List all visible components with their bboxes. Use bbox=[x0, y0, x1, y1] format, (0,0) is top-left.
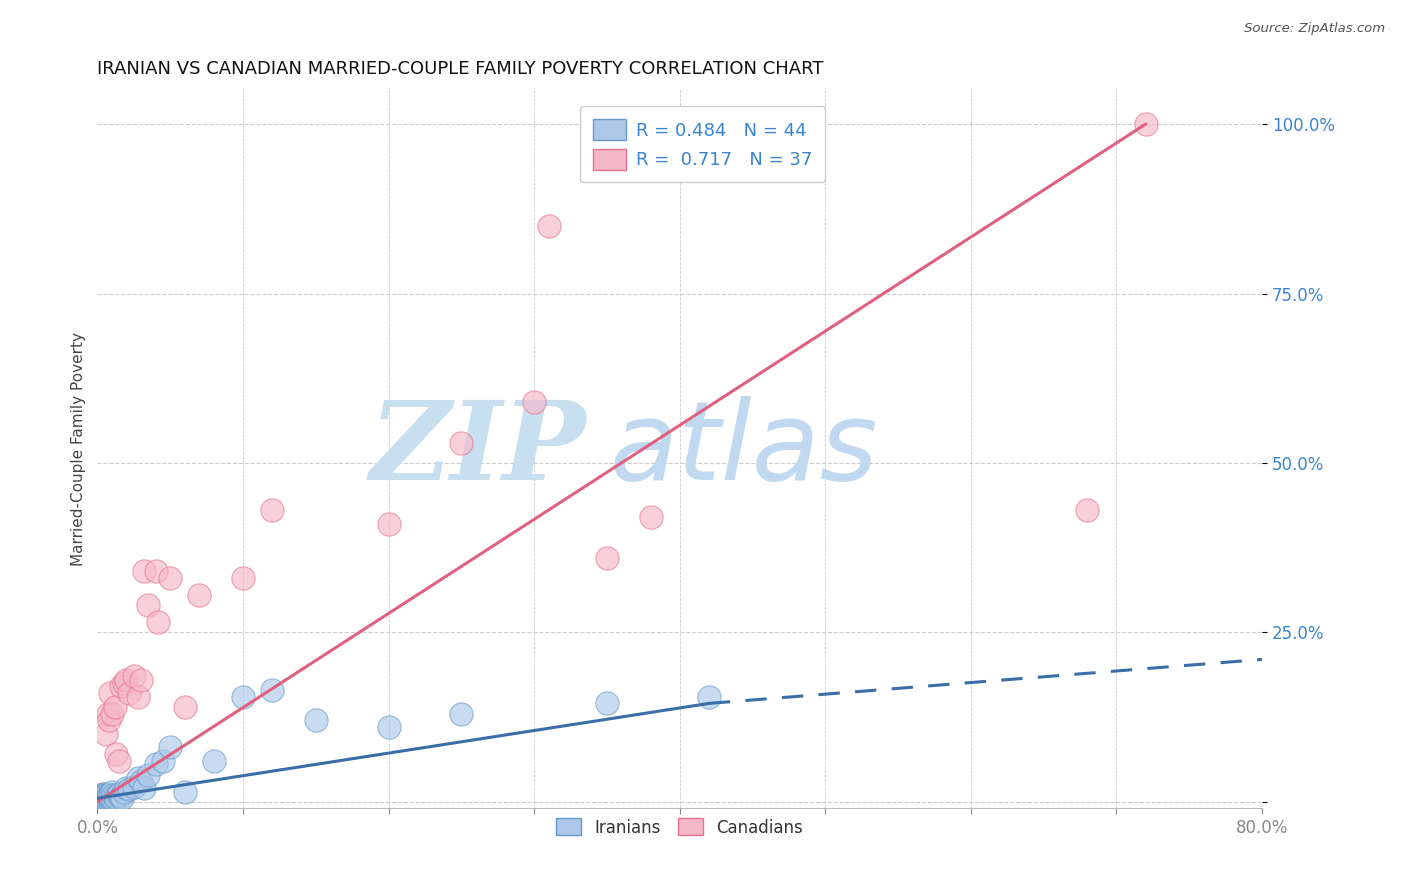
Point bbox=[101, 706, 124, 721]
Point bbox=[104, 789, 127, 804]
Point bbox=[90, 789, 112, 804]
Point bbox=[136, 598, 159, 612]
Point bbox=[173, 784, 195, 798]
Point bbox=[173, 699, 195, 714]
Point bbox=[377, 516, 399, 531]
Point bbox=[148, 615, 170, 629]
Point bbox=[596, 697, 619, 711]
Point bbox=[100, 788, 122, 802]
Point bbox=[105, 747, 128, 762]
Point bbox=[100, 686, 122, 700]
Point bbox=[596, 550, 619, 565]
Point bbox=[110, 789, 132, 804]
Point bbox=[152, 754, 174, 768]
Point bbox=[232, 571, 254, 585]
Point bbox=[260, 682, 283, 697]
Point bbox=[640, 510, 662, 524]
Point bbox=[100, 791, 122, 805]
Point bbox=[129, 774, 152, 789]
Point bbox=[122, 780, 145, 794]
Point bbox=[90, 791, 112, 805]
Point bbox=[98, 714, 121, 728]
Point bbox=[127, 771, 149, 785]
Point bbox=[145, 564, 167, 578]
Point bbox=[90, 788, 112, 802]
Point bbox=[523, 395, 546, 409]
Point bbox=[122, 669, 145, 683]
Text: ZIP: ZIP bbox=[370, 396, 586, 503]
Y-axis label: Married-Couple Family Poverty: Married-Couple Family Poverty bbox=[72, 333, 86, 566]
Point bbox=[118, 686, 141, 700]
Point bbox=[105, 791, 128, 805]
Point bbox=[93, 789, 115, 804]
Point bbox=[132, 781, 155, 796]
Text: Source: ZipAtlas.com: Source: ZipAtlas.com bbox=[1244, 22, 1385, 36]
Point bbox=[112, 784, 135, 798]
Point bbox=[188, 588, 211, 602]
Point bbox=[127, 690, 149, 704]
Point bbox=[93, 787, 115, 801]
Point bbox=[94, 727, 117, 741]
Point bbox=[101, 784, 124, 798]
Point bbox=[537, 219, 560, 233]
Point bbox=[202, 754, 225, 768]
Point bbox=[450, 435, 472, 450]
Point bbox=[115, 781, 138, 796]
Point bbox=[136, 767, 159, 781]
Point bbox=[96, 788, 118, 802]
Point bbox=[159, 571, 181, 585]
Point bbox=[115, 673, 138, 687]
Point bbox=[89, 791, 111, 805]
Point bbox=[1076, 503, 1098, 517]
Point bbox=[103, 788, 125, 802]
Point bbox=[101, 791, 124, 805]
Point bbox=[260, 503, 283, 517]
Point bbox=[118, 782, 141, 797]
Point bbox=[87, 791, 110, 805]
Point bbox=[132, 564, 155, 578]
Point bbox=[108, 754, 131, 768]
Point bbox=[93, 789, 115, 804]
Point bbox=[96, 791, 118, 805]
Point bbox=[87, 791, 110, 805]
Point bbox=[111, 791, 134, 805]
Point bbox=[96, 706, 118, 721]
Point bbox=[94, 791, 117, 805]
Point bbox=[89, 788, 111, 802]
Point bbox=[91, 791, 114, 805]
Point bbox=[305, 714, 328, 728]
Point bbox=[159, 740, 181, 755]
Point bbox=[1135, 117, 1157, 131]
Point bbox=[94, 788, 117, 802]
Point bbox=[110, 680, 132, 694]
Legend: Iranians, Canadians: Iranians, Canadians bbox=[550, 812, 810, 843]
Point bbox=[108, 787, 131, 801]
Point bbox=[450, 706, 472, 721]
Point bbox=[232, 690, 254, 704]
Point bbox=[89, 789, 111, 804]
Text: atlas: atlas bbox=[610, 396, 879, 503]
Point bbox=[107, 788, 129, 802]
Point bbox=[377, 720, 399, 734]
Point bbox=[697, 690, 720, 704]
Point bbox=[98, 789, 121, 804]
Point bbox=[112, 676, 135, 690]
Point bbox=[129, 673, 152, 687]
Text: IRANIAN VS CANADIAN MARRIED-COUPLE FAMILY POVERTY CORRELATION CHART: IRANIAN VS CANADIAN MARRIED-COUPLE FAMIL… bbox=[97, 60, 824, 78]
Point bbox=[91, 787, 114, 801]
Point bbox=[145, 757, 167, 772]
Point bbox=[104, 699, 127, 714]
